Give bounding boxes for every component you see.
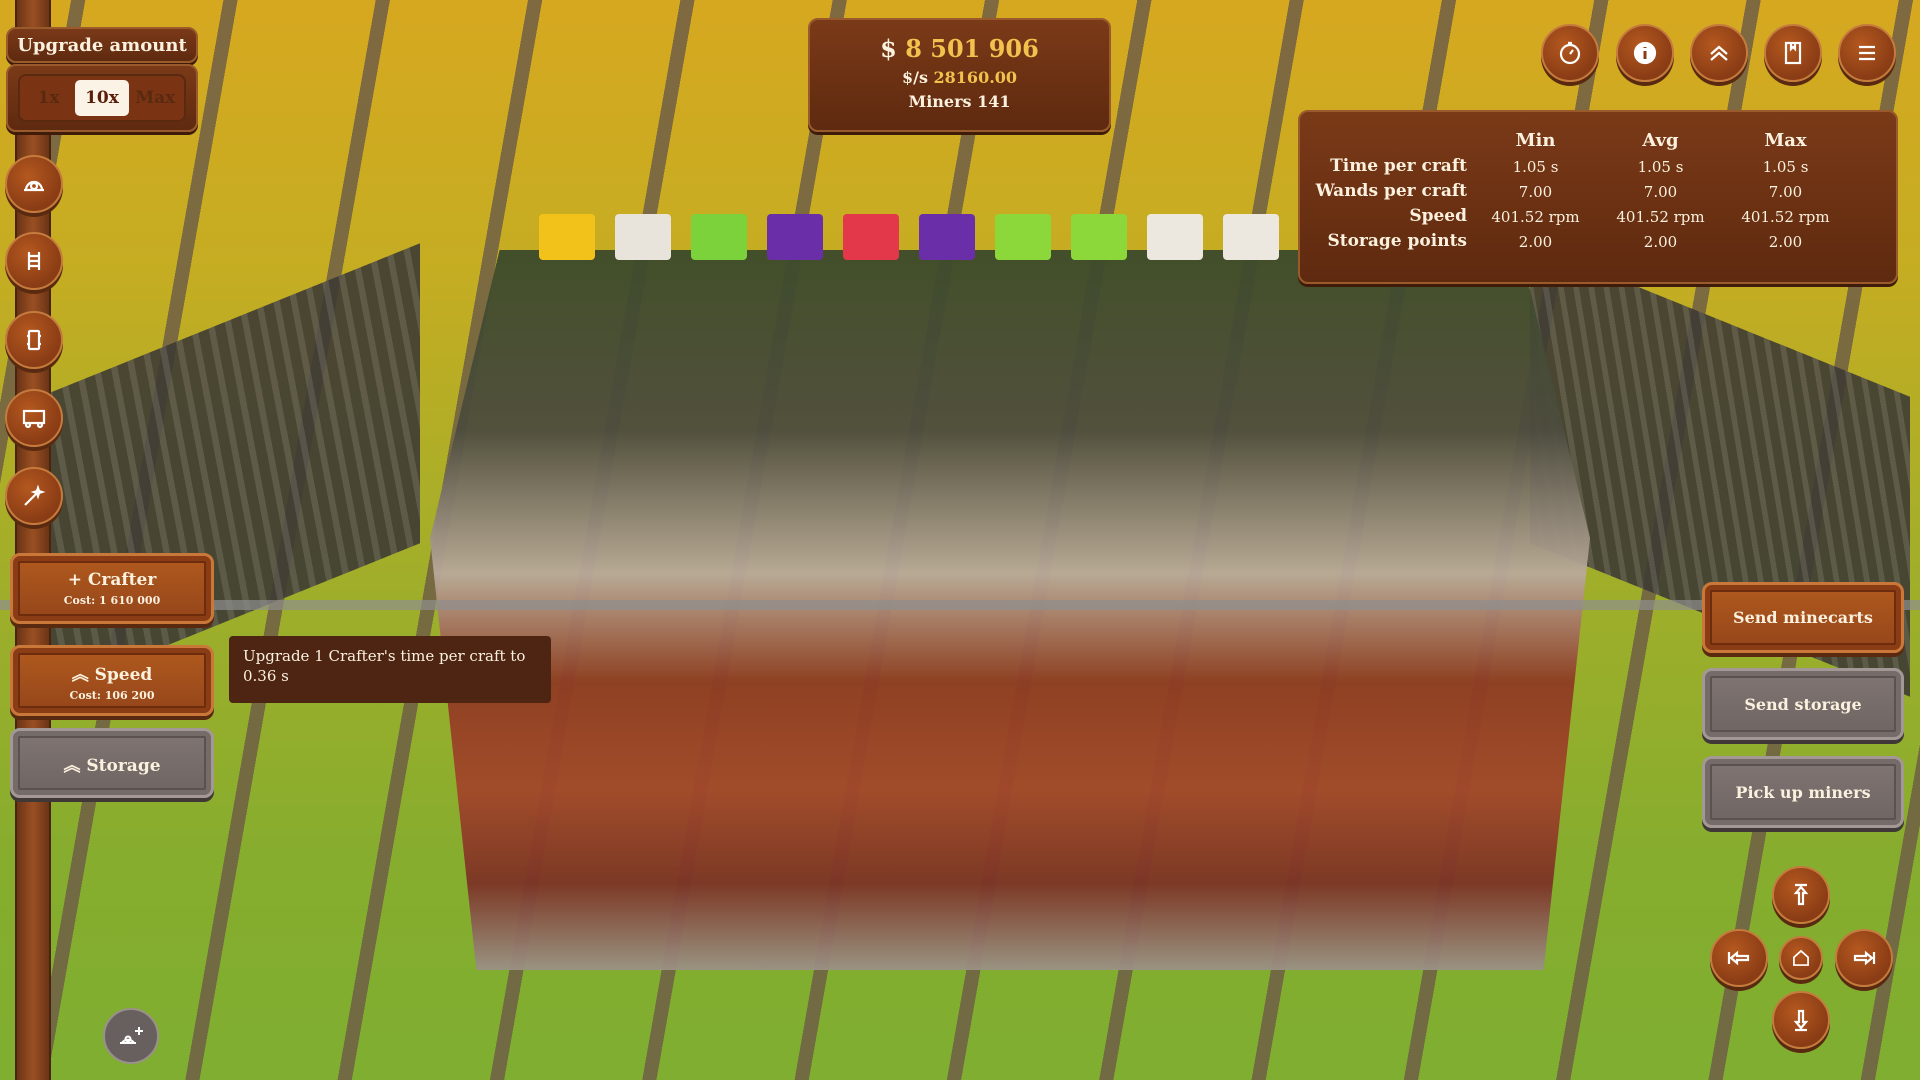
info-button[interactable] xyxy=(1616,24,1674,82)
double-chevron-up-icon: ︽ xyxy=(71,664,89,685)
ore-block xyxy=(1223,214,1279,260)
rails-button[interactable] xyxy=(5,232,63,290)
add-crafter-button[interactable]: + Crafter Cost: 1 610 000 xyxy=(10,553,214,624)
row-value: 1.05 s xyxy=(1762,158,1809,176)
miners-button[interactable] xyxy=(5,155,63,213)
minecart-icon xyxy=(22,409,46,429)
row-value: 401.52 rpm xyxy=(1616,208,1705,226)
info-icon xyxy=(1633,41,1657,65)
miners-value: 141 xyxy=(977,92,1011,111)
arrow-right-to-edge-icon xyxy=(1853,950,1876,966)
camera-up-button[interactable] xyxy=(1772,866,1830,924)
tooltip-text: Upgrade 1 Crafter's time per craft to 0.… xyxy=(243,647,526,685)
stopwatch-button[interactable] xyxy=(1541,24,1599,82)
upgrade-amount-toggle: 1x 10x Max xyxy=(6,64,198,132)
row-label: Storage points xyxy=(1327,231,1467,251)
storage-icon xyxy=(27,329,41,351)
minecart-button[interactable] xyxy=(5,389,63,447)
plus-icon: + xyxy=(67,570,82,590)
ore-block xyxy=(843,214,899,260)
row-label: Wands per craft xyxy=(1315,181,1467,201)
info-panel: Min Avg Max Time per craft 1.05 s 1.05 s 1.… xyxy=(1298,110,1898,284)
book-button[interactable] xyxy=(1764,24,1822,82)
camera-home-button[interactable] xyxy=(1779,936,1823,980)
wand-button[interactable] xyxy=(5,467,63,525)
home-icon xyxy=(1793,949,1809,966)
column-avg: Avg xyxy=(1642,130,1679,151)
add-miner-button[interactable] xyxy=(103,1008,159,1064)
crafter-cost: Cost: 1 610 000 xyxy=(63,594,161,607)
row-value: 401.52 rpm xyxy=(1491,208,1580,226)
row-value: 2.00 xyxy=(1768,233,1803,251)
upgrade-tooltip: Upgrade 1 Crafter's time per craft to 0.… xyxy=(229,636,551,703)
speed-label: Speed xyxy=(94,664,153,685)
money-panel: $ 8 501 906 $/s 28160.00 Miners 141 xyxy=(808,18,1111,132)
send-minecarts-button[interactable]: Send minecarts xyxy=(1702,582,1904,653)
option-1x[interactable]: 1x xyxy=(37,88,60,108)
row-value: 2.00 xyxy=(1518,233,1553,251)
crafter-label: Crafter xyxy=(87,570,157,590)
double-chevron-up-icon xyxy=(1710,45,1728,61)
row-value: 7.00 xyxy=(1518,183,1553,201)
money-symbol: $ xyxy=(880,34,897,63)
arrow-up-to-top-icon xyxy=(1793,883,1809,906)
ore-block xyxy=(1147,214,1203,260)
ore-block xyxy=(539,214,595,260)
storage-label: Storage xyxy=(86,755,161,776)
row-value: 1.05 s xyxy=(1512,158,1559,176)
upgrades-button[interactable] xyxy=(1690,24,1748,82)
ore-block xyxy=(1071,214,1127,260)
column-max: Max xyxy=(1764,130,1807,151)
row-value: 7.00 xyxy=(1768,183,1803,201)
stopwatch-icon xyxy=(1559,41,1581,65)
send-storage-button[interactable]: Send storage xyxy=(1702,668,1904,740)
magic-wand-icon xyxy=(24,484,46,506)
speed-cost: Cost: 106 200 xyxy=(69,688,155,702)
rate-value: 28160.00 xyxy=(933,68,1018,87)
camera-down-button[interactable] xyxy=(1772,991,1830,1049)
storage-button[interactable] xyxy=(5,311,63,369)
column-min: Min xyxy=(1515,130,1556,151)
camera-right-button[interactable] xyxy=(1835,929,1893,987)
ore-block xyxy=(691,214,747,260)
arrow-down-to-bottom-icon xyxy=(1793,1009,1809,1032)
row-value: 7.00 xyxy=(1643,183,1678,201)
menu-icon xyxy=(1859,45,1875,61)
send-storage-label: Send storage xyxy=(1744,694,1862,714)
camera-left-button[interactable] xyxy=(1710,929,1768,987)
row-label: Speed xyxy=(1409,206,1467,226)
rate-label: $/s xyxy=(901,68,928,87)
money-value: 8 501 906 xyxy=(905,34,1039,63)
row-value: 2.00 xyxy=(1643,233,1678,251)
upgrade-storage-button[interactable]: ︽ Storage xyxy=(10,728,214,798)
ore-block xyxy=(767,214,823,260)
miner-helmet-icon xyxy=(24,180,44,192)
rails-icon xyxy=(27,252,41,270)
book-icon xyxy=(1784,41,1802,65)
ore-block xyxy=(615,214,671,260)
miners-label: Miners xyxy=(908,92,972,111)
menu-button[interactable] xyxy=(1838,24,1896,82)
upgrade-speed-button[interactable]: ︽ Speed Cost: 106 200 xyxy=(10,645,214,716)
option-max[interactable]: Max xyxy=(135,88,176,108)
arrow-left-to-edge-icon xyxy=(1727,950,1750,966)
upgrade-amount-label: Upgrade amount xyxy=(17,34,187,56)
crafting-area xyxy=(430,250,1590,970)
upgrade-amount-title: Upgrade amount xyxy=(6,27,198,63)
minecart-track xyxy=(0,600,1920,610)
send-minecarts-label: Send minecarts xyxy=(1733,608,1873,627)
add-miner-icon xyxy=(120,1027,143,1044)
ore-block xyxy=(995,214,1051,260)
ore-block xyxy=(919,214,975,260)
row-value: 401.52 rpm xyxy=(1741,208,1830,226)
double-chevron-up-icon: ︽ xyxy=(63,755,81,776)
pick-up-miners-label: Pick up miners xyxy=(1735,782,1871,802)
option-10x[interactable]: 10x xyxy=(75,80,129,116)
row-label: Time per craft xyxy=(1330,156,1467,176)
pick-up-miners-button[interactable]: Pick up miners xyxy=(1702,756,1904,828)
row-value: 1.05 s xyxy=(1637,158,1684,176)
